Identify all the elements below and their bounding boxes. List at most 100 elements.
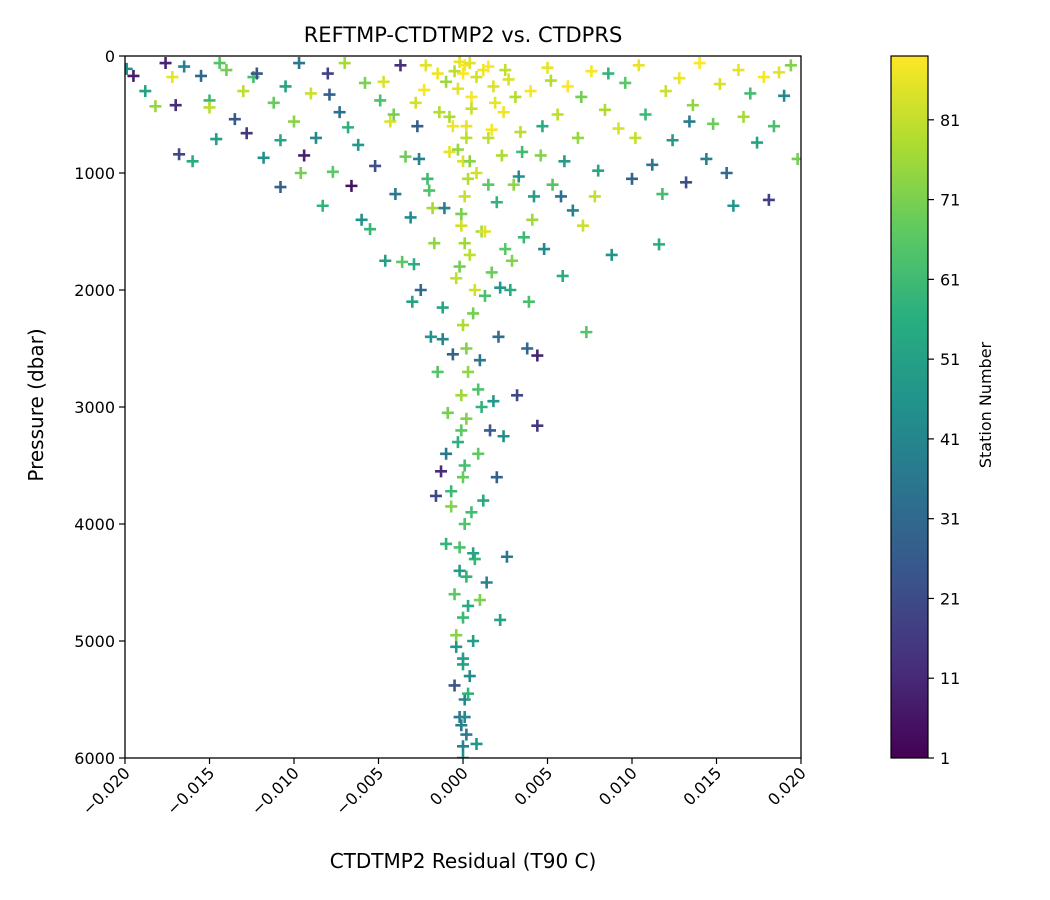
- data-point: [406, 295, 419, 308]
- data-point: [462, 687, 475, 700]
- data-point: [460, 728, 473, 741]
- data-point: [414, 284, 427, 296]
- data-point: [744, 87, 757, 100]
- data-point: [473, 354, 486, 367]
- data-point: [304, 87, 317, 100]
- data-point: [592, 164, 605, 177]
- data-point: [460, 120, 473, 133]
- data-point: [237, 85, 250, 98]
- data-point: [500, 550, 513, 563]
- data-point: [458, 459, 471, 472]
- colorbar-tick-label: 41: [940, 430, 960, 449]
- data-point: [773, 66, 786, 79]
- data-point: [580, 326, 593, 339]
- data-point: [173, 148, 186, 161]
- data-point: [639, 108, 652, 121]
- data-point: [656, 188, 669, 201]
- data-point: [468, 284, 481, 296]
- data-point: [435, 465, 448, 478]
- data-point: [462, 172, 475, 185]
- data-point: [531, 419, 544, 432]
- colorbar-tick-label: 81: [940, 111, 960, 130]
- data-point: [499, 243, 512, 256]
- data-point: [440, 447, 453, 460]
- y-tick-label: 3000: [74, 398, 115, 417]
- data-point: [127, 69, 140, 82]
- data-point: [377, 75, 390, 88]
- data-point: [352, 138, 365, 151]
- y-tick-label: 5000: [74, 632, 115, 651]
- data-point: [478, 289, 491, 302]
- data-point: [487, 395, 500, 408]
- data-point: [460, 570, 473, 583]
- data-point: [441, 406, 454, 419]
- data-point: [713, 78, 726, 91]
- data-point: [431, 67, 444, 80]
- data-point: [517, 231, 530, 244]
- data-point: [433, 106, 446, 119]
- y-tick-label: 6000: [74, 749, 115, 768]
- data-point: [462, 599, 475, 612]
- data-point: [659, 85, 672, 98]
- data-point: [737, 110, 750, 123]
- data-point: [396, 255, 409, 268]
- data-point: [512, 170, 525, 183]
- y-tick-label: 0: [105, 47, 115, 66]
- data-point: [426, 202, 439, 215]
- data-point: [482, 178, 495, 191]
- data-point: [477, 494, 490, 507]
- data-point: [468, 553, 481, 566]
- data-point: [440, 75, 453, 88]
- data-point: [455, 389, 468, 402]
- data-point: [544, 74, 557, 87]
- data-point: [358, 76, 371, 89]
- data-point: [438, 202, 451, 215]
- data-point: [490, 196, 503, 209]
- data-point: [428, 237, 441, 250]
- x-tick-label: −0.020: [79, 763, 134, 818]
- data-point: [612, 122, 625, 135]
- colorbar-tick-label: 71: [940, 191, 960, 210]
- data-point: [440, 537, 453, 550]
- data-point: [511, 389, 524, 402]
- data-point: [732, 64, 745, 77]
- data-point: [707, 117, 720, 130]
- data-point: [279, 80, 292, 93]
- data-point: [497, 430, 510, 443]
- data-point: [326, 165, 339, 178]
- data-point: [458, 711, 471, 724]
- data-point: [418, 83, 431, 96]
- data-point: [460, 342, 473, 355]
- x-tick-label: 0.015: [679, 763, 725, 809]
- colorbar-tick-label: 31: [940, 510, 960, 529]
- colorbar-tick-label: 21: [940, 589, 960, 608]
- data-point: [411, 120, 424, 133]
- data-point: [450, 640, 463, 653]
- data-point: [531, 349, 544, 362]
- data-point: [159, 57, 172, 70]
- data-point: [626, 172, 638, 185]
- data-point: [195, 69, 208, 82]
- data-point: [446, 348, 459, 361]
- data-point: [240, 127, 253, 140]
- data-point: [575, 90, 588, 103]
- colorbar-label: Station Number: [976, 341, 995, 468]
- data-point: [467, 307, 480, 320]
- data-point: [364, 223, 377, 236]
- data-point: [666, 134, 679, 147]
- data-point: [556, 269, 569, 282]
- data-point: [700, 152, 713, 165]
- data-point: [389, 188, 402, 201]
- data-point: [321, 67, 334, 80]
- x-axis-label: CTDTMP2 Residual (T90 C): [330, 849, 597, 873]
- data-point: [497, 106, 510, 119]
- data-point: [213, 57, 226, 70]
- data-point: [494, 613, 507, 626]
- data-point: [458, 190, 471, 203]
- x-tick-label: 0.020: [764, 763, 810, 809]
- data-point: [457, 67, 469, 80]
- data-point: [424, 330, 437, 343]
- y-tick-label: 2000: [74, 281, 115, 300]
- data-point: [686, 99, 699, 112]
